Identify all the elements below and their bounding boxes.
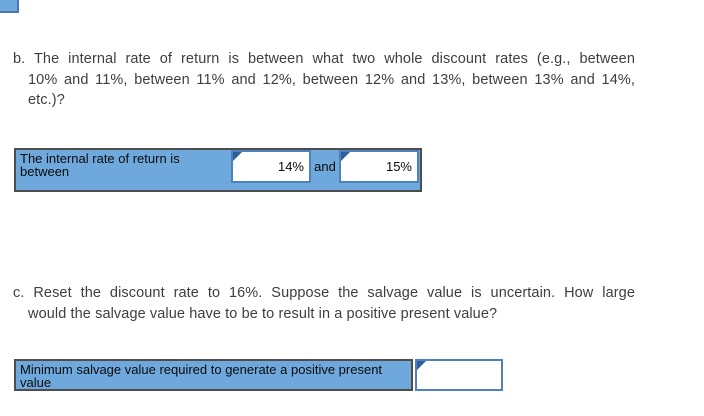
irr-low-input[interactable]: 14% <box>231 150 311 183</box>
salvage-row-label: Minimum salvage value required to genera… <box>14 359 413 391</box>
salvage-input[interactable] <box>415 359 503 391</box>
question-b-line-2: 10% and 11%, between 11% and 12%, betwee… <box>28 71 635 88</box>
answer-marker-icon <box>417 361 426 370</box>
question-b: b. The internal rate of return is betwee… <box>13 49 635 111</box>
question-b-line-3: etc.)? <box>28 92 65 108</box>
answer-marker-icon <box>233 152 242 161</box>
irr-answer-row: The internal rate of return is between 1… <box>14 148 422 192</box>
question-b-line-1: b. The internal rate of return is betwee… <box>13 51 635 67</box>
irr-low-value: 14% <box>277 159 304 174</box>
answer-marker-icon <box>341 152 350 161</box>
question-c-line-1: c. Reset the discount rate to 16%. Suppo… <box>13 285 635 301</box>
cropped-cell-fragment <box>0 0 19 13</box>
irr-high-input[interactable]: 15% <box>339 150 419 183</box>
irr-high-value: 15% <box>385 159 412 174</box>
question-c: c. Reset the discount rate to 16%. Suppo… <box>13 283 635 324</box>
question-c-line-2: would the salvage value have to be to re… <box>28 305 498 322</box>
salvage-answer-row: Minimum salvage value required to genera… <box>14 359 507 391</box>
irr-connector-label: and <box>314 159 336 174</box>
irr-row-label: The internal rate of return is between <box>20 151 180 179</box>
